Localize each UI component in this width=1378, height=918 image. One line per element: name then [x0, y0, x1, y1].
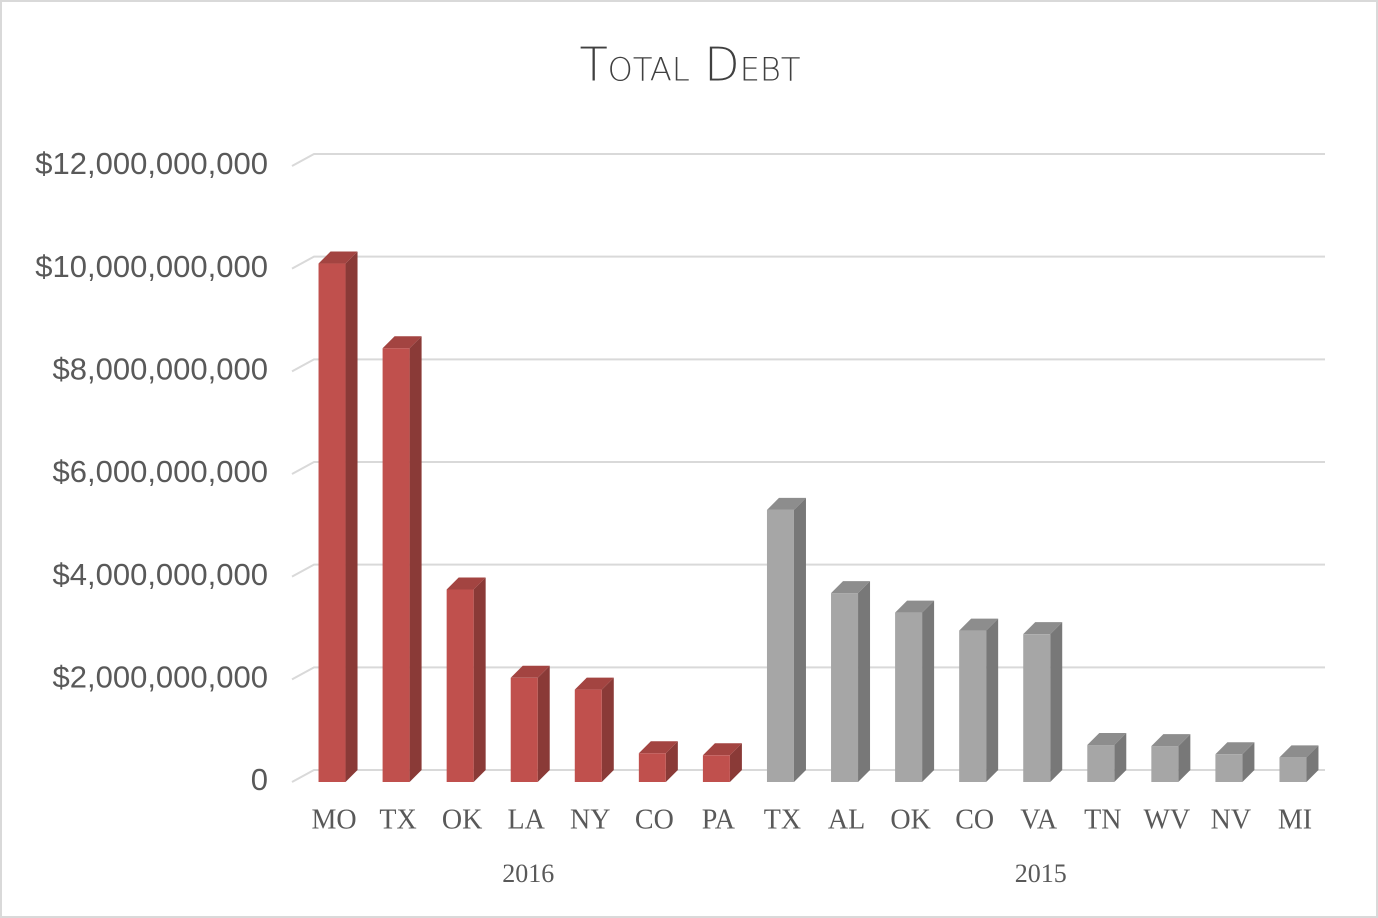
- x-tick-label: TX: [379, 804, 416, 835]
- bar-side: [345, 251, 358, 783]
- bar: [1279, 757, 1307, 782]
- bar: [1151, 746, 1179, 782]
- bar: [959, 630, 987, 782]
- bar: [510, 677, 538, 782]
- bar-top: [1279, 745, 1319, 758]
- bar-side: [409, 336, 422, 782]
- bar-top: [510, 665, 550, 678]
- bar: [318, 263, 346, 782]
- bar-side: [665, 741, 678, 782]
- grid-line: [291, 255, 1325, 270]
- group-label: 2016: [502, 859, 554, 888]
- bar: [1215, 754, 1243, 782]
- x-tick-label: CO: [955, 804, 994, 835]
- bar-top: [1087, 733, 1127, 746]
- bar-top: [382, 336, 422, 349]
- bar-top: [766, 497, 806, 510]
- y-tick-label: $2,000,000,000: [53, 660, 269, 695]
- bar-side: [537, 665, 550, 782]
- bar: [382, 348, 410, 782]
- bar-side: [793, 497, 806, 782]
- bar-top: [446, 577, 486, 590]
- bar-side: [1050, 622, 1063, 782]
- y-tick-label: $6,000,000,000: [53, 454, 269, 489]
- bar-side: [473, 577, 486, 782]
- bar-side: [1178, 734, 1191, 782]
- x-tick-label: CO: [635, 804, 674, 835]
- bar-top: [831, 581, 871, 594]
- x-tick-label: LA: [508, 804, 546, 835]
- grid-line: [291, 461, 1325, 475]
- bar-side: [922, 600, 935, 782]
- bar: [766, 509, 794, 782]
- bar-side: [1306, 745, 1319, 782]
- bar-side: [858, 581, 871, 782]
- bar: [1087, 745, 1115, 782]
- bar-top: [318, 251, 358, 264]
- y-tick-label: 0: [251, 762, 268, 797]
- bar-top: [574, 677, 614, 690]
- grid-line: [291, 563, 1325, 578]
- x-tick-label: VA: [1020, 804, 1058, 835]
- group-label: 2015: [1015, 859, 1067, 888]
- bar-top: [702, 743, 742, 756]
- bar-top: [1023, 622, 1063, 635]
- bar: [895, 612, 923, 782]
- y-tick-label: $10,000,000,000: [35, 249, 268, 284]
- grid-line: [291, 358, 1325, 373]
- x-tick-label: OK: [442, 804, 482, 835]
- bar-side: [1242, 742, 1255, 782]
- bar-side: [729, 743, 742, 782]
- x-tick-label: OK: [890, 804, 930, 835]
- x-tick-label: MO: [311, 804, 356, 835]
- bar-side: [1114, 733, 1127, 782]
- y-tick-label: $8,000,000,000: [53, 352, 269, 387]
- bar-top: [1215, 742, 1255, 755]
- x-tick-label: NV: [1211, 804, 1251, 835]
- bar: [638, 753, 666, 782]
- x-tick-label: MI: [1278, 804, 1312, 835]
- bar: [702, 755, 730, 782]
- bar-top: [959, 618, 999, 631]
- bar: [574, 689, 602, 782]
- x-tick-label: NY: [570, 804, 610, 835]
- y-tick-label: $12,000,000,000: [35, 146, 268, 181]
- bar-top: [895, 600, 935, 613]
- bar: [831, 593, 859, 782]
- y-tick-label: $4,000,000,000: [53, 557, 269, 592]
- bar: [1023, 634, 1051, 782]
- x-tick-label: AL: [828, 804, 865, 835]
- bar-side: [601, 677, 614, 782]
- x-tick-label: TX: [764, 804, 801, 835]
- bar: [446, 589, 474, 782]
- bar-top: [638, 741, 678, 754]
- bar-top: [1151, 734, 1191, 747]
- x-tick-label: TN: [1084, 804, 1121, 835]
- bar-side: [986, 618, 999, 782]
- x-tick-label: WV: [1144, 804, 1191, 835]
- chart-title: Total Debt: [580, 38, 801, 92]
- grid-line: [291, 153, 1325, 167]
- x-tick-label: PA: [702, 804, 736, 835]
